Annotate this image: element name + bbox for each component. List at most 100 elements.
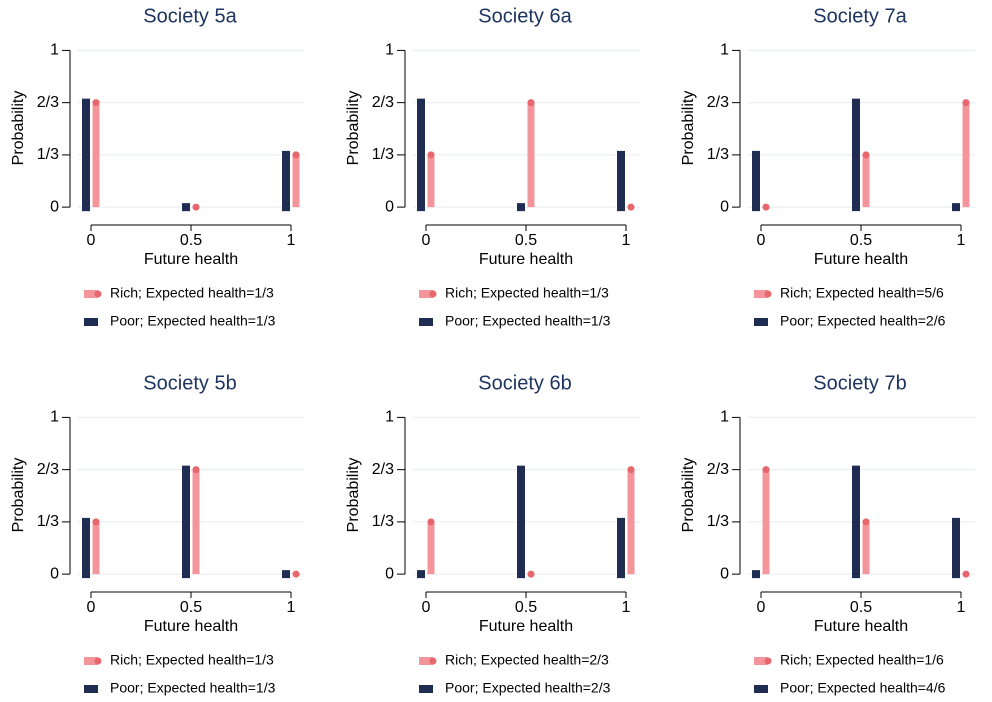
panel: Society 5a 0 1/3 2/3 1 0 0.5 1 Future health Prob… — [10, 5, 305, 329]
panel-title: Society 6a — [478, 5, 572, 27]
y-tick-label: 2/3 — [707, 94, 729, 111]
bar — [417, 98, 425, 212]
legend-label: Poor; Expected health=1/3 — [110, 680, 276, 696]
y-axis-label: Probability — [680, 458, 697, 533]
bar — [192, 469, 200, 575]
y-tick-label: 1/3 — [37, 513, 59, 530]
x-tick-label: 1 — [622, 599, 631, 616]
bar — [517, 203, 525, 212]
bar — [517, 465, 525, 579]
bar — [427, 521, 435, 575]
x-tick-label: 0.5 — [850, 232, 872, 249]
bar — [952, 517, 960, 579]
x-tick-label: 0.5 — [515, 232, 537, 249]
legend-swatch — [419, 657, 433, 665]
y-tick-label: 2/3 — [37, 461, 59, 478]
panel: Society 6a 0 1/3 2/3 1 0 0.5 1 Future health Prob… — [345, 5, 640, 329]
bar — [617, 150, 625, 212]
bar-cap — [92, 518, 100, 526]
legend-dot — [94, 657, 102, 665]
y-tick-label: 1/3 — [707, 146, 729, 163]
panel: Society 7b 0 1/3 2/3 1 0 0.5 1 Future health Prob… — [680, 372, 975, 696]
x-tick-label: 0 — [422, 232, 431, 249]
panel: Society 5b 0 1/3 2/3 1 0 0.5 1 Future health Prob… — [10, 372, 305, 696]
bar-cap — [762, 466, 770, 474]
y-tick-label: 0 — [50, 198, 59, 215]
bar-cap — [962, 99, 970, 107]
x-axis-label: Future health — [144, 251, 238, 268]
y-tick-label: 1 — [720, 409, 729, 426]
legend-swatch — [84, 318, 98, 326]
y-tick-label: 0 — [720, 198, 729, 215]
legend-label: Rich; Expected health=1/3 — [445, 285, 609, 301]
y-tick-label: 1 — [720, 42, 729, 59]
y-axis-label: Probability — [345, 458, 362, 533]
y-tick-label: 1/3 — [372, 146, 394, 163]
bar-cap — [427, 151, 435, 159]
bar-cap — [192, 466, 200, 474]
legend-swatch — [754, 290, 768, 298]
bar — [752, 570, 760, 579]
bar — [962, 102, 970, 208]
panel: Society 7a 0 1/3 2/3 1 0 0.5 1 Future health Prob… — [680, 5, 975, 329]
bar-cap — [862, 518, 870, 526]
legend-label: Poor; Expected health=1/3 — [110, 313, 276, 329]
y-tick-label: 0 — [720, 565, 729, 582]
panel-title: Society 5b — [143, 372, 236, 394]
y-axis-label: Probability — [10, 91, 27, 166]
y-axis-label: Probability — [345, 91, 362, 166]
y-tick-label: 2/3 — [37, 94, 59, 111]
legend-swatch — [754, 657, 768, 665]
y-tick-label: 1 — [50, 409, 59, 426]
bar-cap — [862, 151, 870, 159]
bar — [427, 154, 435, 208]
bar — [952, 203, 960, 212]
bar — [292, 154, 300, 208]
x-tick-label: 0.5 — [180, 599, 202, 616]
bar — [282, 570, 290, 579]
y-axis-label: Probability — [680, 91, 697, 166]
legend-swatch — [84, 657, 98, 665]
bar-cap — [527, 99, 535, 107]
bar — [617, 517, 625, 579]
legend-dot — [94, 290, 102, 298]
x-tick-label: 1 — [957, 599, 966, 616]
bar — [92, 102, 100, 208]
bar-cap — [92, 99, 100, 107]
y-tick-label: 2/3 — [707, 461, 729, 478]
bar — [862, 154, 870, 208]
bar — [182, 465, 190, 579]
x-tick-label: 0 — [87, 599, 96, 616]
x-tick-label: 1 — [957, 232, 966, 249]
y-tick-label: 0 — [385, 565, 394, 582]
x-tick-label: 1 — [287, 599, 296, 616]
x-tick-label: 1 — [287, 232, 296, 249]
bar — [82, 517, 90, 579]
y-tick-label: 2/3 — [372, 461, 394, 478]
bar — [82, 98, 90, 212]
y-tick-label: 1 — [385, 42, 394, 59]
bar — [182, 203, 190, 212]
x-tick-label: 0.5 — [850, 599, 872, 616]
bar — [92, 521, 100, 575]
bar-cap — [762, 203, 770, 211]
bar-cap — [627, 466, 635, 474]
x-axis-label: Future health — [814, 618, 908, 635]
panel-title: Society 5a — [143, 5, 237, 27]
legend-dot — [429, 657, 437, 665]
bar-cap — [292, 151, 300, 159]
panel-title: Society 6b — [478, 372, 571, 394]
legend-label: Poor; Expected health=2/3 — [445, 680, 611, 696]
legend-swatch — [754, 318, 768, 326]
legend-label: Poor; Expected health=4/6 — [780, 680, 946, 696]
x-tick-label: 0.5 — [180, 232, 202, 249]
y-tick-label: 0 — [385, 198, 394, 215]
bar — [762, 469, 770, 575]
y-axis-label: Probability — [10, 458, 27, 533]
x-tick-label: 0 — [757, 599, 766, 616]
legend-label: Rich; Expected health=1/3 — [110, 652, 274, 668]
x-axis-label: Future health — [814, 251, 908, 268]
legend-dot — [764, 290, 772, 298]
legend-label: Rich; Expected health=5/6 — [780, 285, 944, 301]
x-axis-label: Future health — [144, 618, 238, 635]
